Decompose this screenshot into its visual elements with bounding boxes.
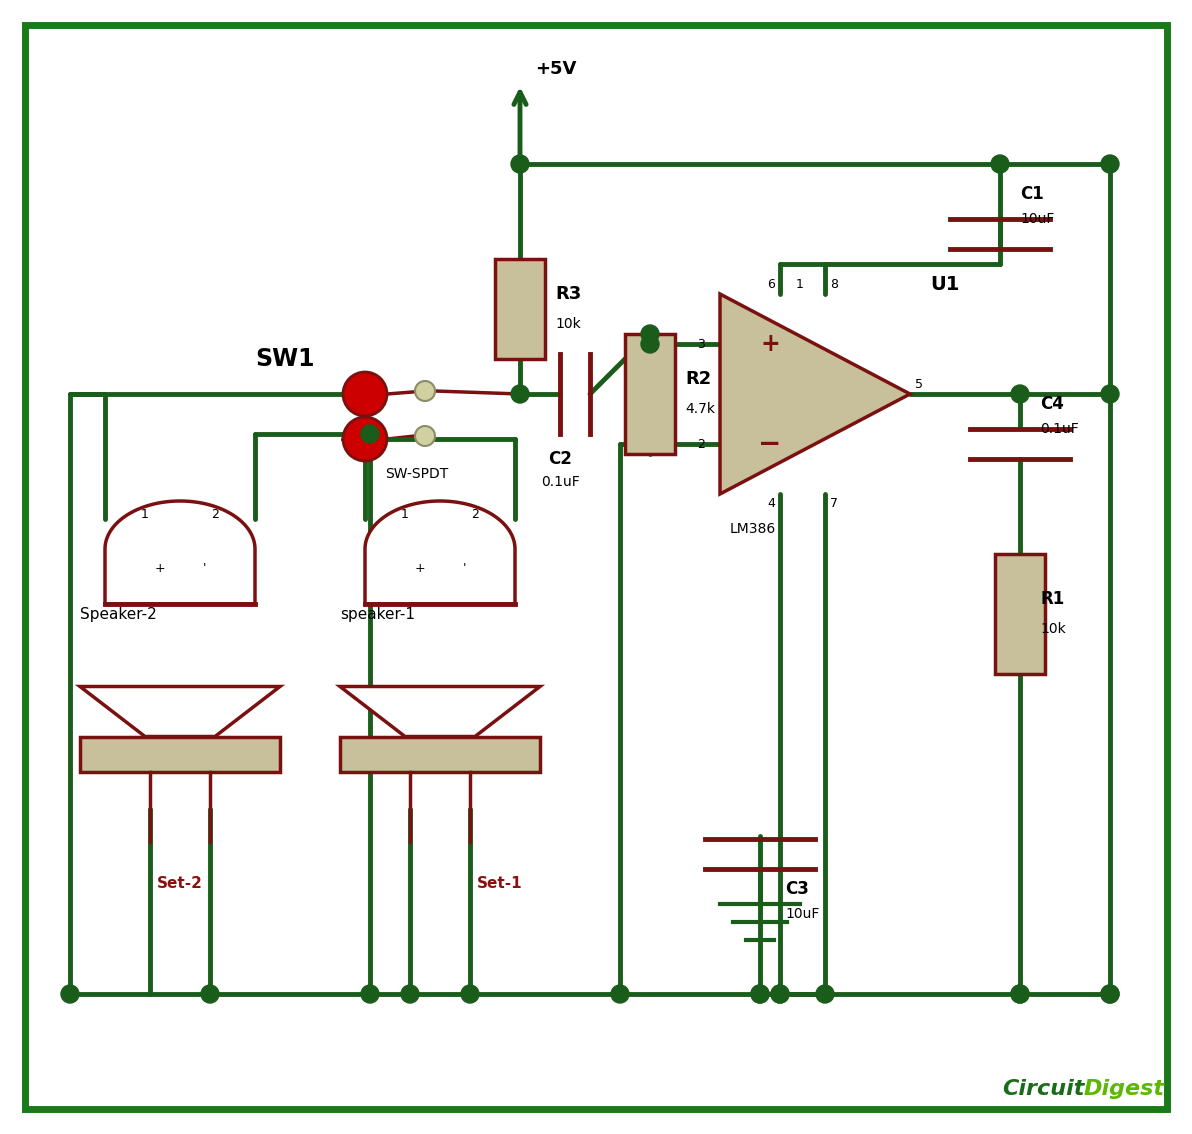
Text: C3: C3 xyxy=(786,880,809,898)
Circle shape xyxy=(401,985,420,1002)
Circle shape xyxy=(817,985,834,1002)
Text: 1: 1 xyxy=(401,508,409,521)
Bar xyxy=(625,335,675,454)
Text: Speaker-2: Speaker-2 xyxy=(80,607,157,621)
Polygon shape xyxy=(340,686,540,736)
Circle shape xyxy=(511,386,529,403)
Text: R1: R1 xyxy=(1039,590,1064,608)
Text: 1: 1 xyxy=(796,278,803,291)
Text: 4.7k: 4.7k xyxy=(685,401,715,416)
Text: 4: 4 xyxy=(768,497,775,510)
Text: R2: R2 xyxy=(685,370,712,388)
Bar xyxy=(495,259,545,359)
Text: Set-1: Set-1 xyxy=(477,877,523,891)
Text: 10k: 10k xyxy=(555,318,581,331)
Text: +5V: +5V xyxy=(535,60,577,78)
Text: 5: 5 xyxy=(915,378,923,390)
Circle shape xyxy=(1101,386,1119,403)
Circle shape xyxy=(1101,155,1119,174)
Text: 10uF: 10uF xyxy=(786,907,819,921)
Text: speaker-1: speaker-1 xyxy=(340,607,415,621)
Text: 10uF: 10uF xyxy=(1020,212,1055,226)
Text: 8: 8 xyxy=(830,278,838,291)
Text: C1: C1 xyxy=(1020,185,1044,203)
Circle shape xyxy=(361,425,379,443)
Circle shape xyxy=(1011,985,1029,1002)
Circle shape xyxy=(1101,985,1119,1002)
Circle shape xyxy=(1101,985,1119,1002)
Circle shape xyxy=(611,985,629,1002)
Text: R3: R3 xyxy=(555,285,582,303)
Text: 2: 2 xyxy=(471,508,479,521)
Polygon shape xyxy=(80,686,280,736)
Text: +: + xyxy=(155,562,166,575)
Text: Circuit: Circuit xyxy=(1002,1078,1085,1099)
Bar xyxy=(340,736,540,771)
Circle shape xyxy=(415,426,435,446)
Bar xyxy=(80,736,280,771)
Polygon shape xyxy=(365,501,515,604)
Text: ': ' xyxy=(464,562,467,575)
Circle shape xyxy=(641,325,659,342)
Circle shape xyxy=(751,985,769,1002)
Text: SW-SPDT: SW-SPDT xyxy=(385,467,448,481)
Bar xyxy=(995,555,1045,674)
Circle shape xyxy=(991,155,1008,174)
Circle shape xyxy=(751,985,769,1002)
Circle shape xyxy=(343,417,387,462)
Circle shape xyxy=(771,985,789,1002)
Text: 6: 6 xyxy=(768,278,775,291)
Circle shape xyxy=(461,985,479,1002)
Circle shape xyxy=(61,985,79,1002)
Text: ': ' xyxy=(204,562,206,575)
Text: +: + xyxy=(760,332,780,356)
Circle shape xyxy=(641,335,659,353)
Text: −: − xyxy=(758,430,782,458)
Text: 2: 2 xyxy=(697,438,704,450)
Circle shape xyxy=(343,372,387,416)
Text: 0.1uF: 0.1uF xyxy=(1039,422,1079,435)
Text: C2: C2 xyxy=(548,450,572,468)
Circle shape xyxy=(1011,386,1029,403)
Circle shape xyxy=(201,985,219,1002)
Text: LM386: LM386 xyxy=(730,522,776,536)
Circle shape xyxy=(771,985,789,1002)
Text: 2: 2 xyxy=(211,508,219,521)
Circle shape xyxy=(415,381,435,401)
Text: Set-2: Set-2 xyxy=(157,877,203,891)
Circle shape xyxy=(361,985,379,1002)
Text: SW1: SW1 xyxy=(255,347,315,371)
Text: 7: 7 xyxy=(830,497,838,510)
Text: Digest: Digest xyxy=(1084,1078,1165,1099)
Text: 1: 1 xyxy=(141,508,149,521)
Circle shape xyxy=(1011,985,1029,1002)
Text: +: + xyxy=(415,562,426,575)
Text: U1: U1 xyxy=(930,274,960,294)
Circle shape xyxy=(511,155,529,174)
Text: 0.1uF: 0.1uF xyxy=(541,475,579,489)
Text: 10k: 10k xyxy=(1039,623,1066,636)
Text: C4: C4 xyxy=(1039,395,1064,413)
Polygon shape xyxy=(105,501,255,604)
Text: 3: 3 xyxy=(697,338,704,350)
Polygon shape xyxy=(720,294,909,494)
